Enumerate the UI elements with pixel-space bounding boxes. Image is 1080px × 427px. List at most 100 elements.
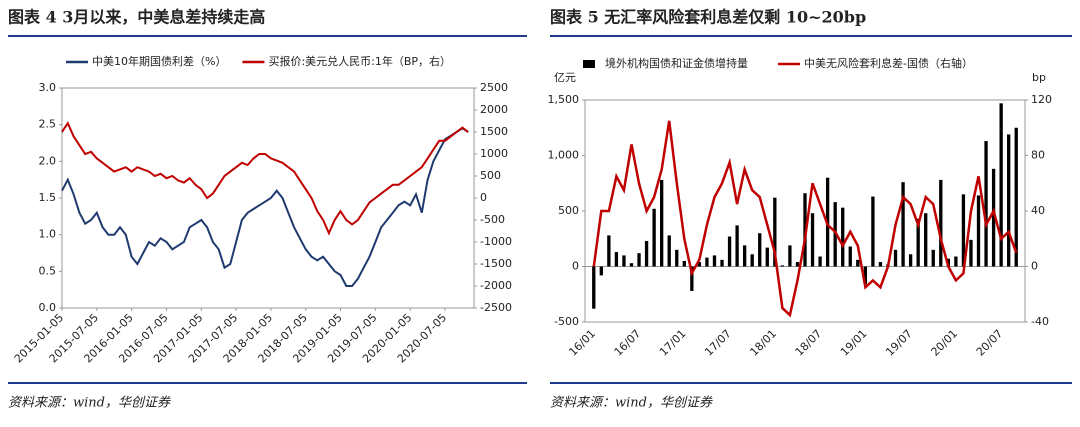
y-tick-label: 0 [572,260,579,273]
bar [1007,134,1011,267]
bar [961,194,966,267]
bar [871,196,875,267]
y2-tick-label: 0 [1031,260,1038,273]
bar [795,262,800,267]
x-tick-label: 19/07 [883,327,915,359]
y2-tick-label: 0 [480,191,487,204]
y2-tick-label: -500 [480,213,505,226]
x-tick-label: 16/01 [566,327,598,359]
bar [991,168,996,267]
x-tick-label: 19/01 [838,327,870,359]
y-tick-label: 1,500 [548,93,580,106]
x-tick-label: 18/07 [793,327,825,359]
line [592,120,1018,318]
y2-tick-label: 2500 [480,81,508,94]
bar [856,259,860,267]
bar [705,257,709,267]
x-tick-label: 18/01 [747,327,779,359]
bar [720,259,724,267]
bar [637,253,641,267]
bar [848,246,852,267]
y-tick-label: 500 [558,204,579,217]
y-tick-label: 3.0 [39,81,57,94]
bar [810,213,815,267]
y2-tick-label: -2500 [480,301,512,314]
bar [712,255,717,267]
bar [788,245,792,267]
bar [999,103,1003,267]
bar [592,266,596,309]
source: 资料来源：wind，华创证券 [8,396,171,411]
bar [644,240,649,267]
y-tick-label: 1.0 [39,228,57,241]
bar [660,179,664,267]
y2-tick-label: 80 [1031,149,1045,162]
bar [758,233,762,267]
y-tick-label: 1,000 [548,149,580,162]
bar [878,262,883,267]
source: 资料来源：wind，华创证券 [550,396,713,411]
y-tick-label: 1.5 [39,191,57,204]
bar [675,249,679,267]
bar [908,254,913,267]
legend-label: 买报价:美元兑人民币:1年（BP，右） [268,54,451,68]
legend-label: 中美无风险套利息差-国债（右轴） [804,56,973,70]
y2-tick-label: 40 [1031,204,1045,217]
bar [697,262,702,267]
y-axis-label: 亿元 [554,71,576,84]
bar [901,182,905,267]
y2-tick-label: 120 [1031,93,1052,106]
bar [954,256,958,267]
bar [893,249,898,267]
bar [818,256,822,267]
bar [924,213,928,267]
y2-tick-label: -1000 [480,235,512,248]
x-tick-label: 17/07 [702,327,734,359]
y2-tick-label: 1500 [480,125,508,138]
y2-tick-label: -40 [1031,315,1049,328]
bar [735,225,739,267]
line [61,127,469,287]
legend-label: 境外机构国债和证金债增持量 [605,56,748,70]
bar [727,236,732,267]
y2-tick-label: -1500 [480,257,512,270]
chart-title: 图表 5 无汇率风险套利息差仅剩 10~20bp [550,8,866,27]
bar [599,266,603,276]
bar [773,197,777,267]
y2-tick-label: 2000 [480,103,508,116]
y-tick-label: 0.0 [39,301,57,314]
bar [667,235,671,267]
y2-tick-label: -2000 [480,279,512,292]
x-tick-label: 20/07 [974,327,1006,359]
x-tick-label: 16/07 [612,327,644,359]
bar [780,265,785,267]
x-tick-label: 20/01 [929,327,961,359]
plot-frame [61,87,475,309]
bar [931,249,935,267]
chart-title: 图表 4 3月以来，中美息差持续走高 [8,8,265,27]
bar [984,141,988,267]
bar [841,207,845,267]
bar [1014,127,1018,267]
y2-axis-label: bp [1032,71,1046,84]
bar [622,255,626,267]
bar [690,266,694,291]
y2-tick-label: 1000 [480,147,508,160]
bar [863,266,868,285]
bar [976,195,981,267]
y2-tick-label: 500 [480,169,501,182]
legend-label: 中美10年期国债利差（%） [92,54,226,68]
bar [629,263,634,267]
bar [969,239,973,267]
y-tick-label: 2.0 [39,154,57,167]
y-tick-label: 0.5 [39,264,57,277]
y-tick-label: -500 [554,315,579,328]
y-tick-label: 2.5 [39,118,57,131]
bar [652,208,656,267]
line [61,121,469,236]
bar [750,254,754,267]
bar [916,218,920,267]
bar [607,235,611,267]
bar [742,245,747,267]
